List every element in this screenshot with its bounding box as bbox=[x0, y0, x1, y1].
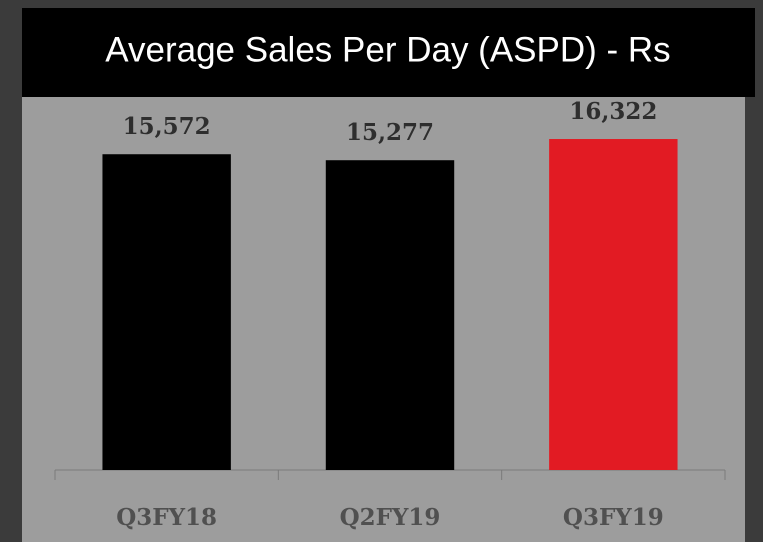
bar bbox=[102, 154, 231, 471]
x-tick-label: Q3FY19 bbox=[563, 504, 664, 531]
x-tick-label: Q3FY18 bbox=[116, 504, 217, 531]
value-label: 16,322 bbox=[569, 98, 657, 125]
bar bbox=[549, 139, 678, 470]
chart-title: Average Sales Per Day (ASPD) - Rs bbox=[105, 30, 670, 69]
bar bbox=[325, 160, 455, 471]
value-label: 15,277 bbox=[346, 119, 434, 146]
x-tick-label: Q2FY19 bbox=[340, 504, 441, 531]
value-label: 15,572 bbox=[123, 113, 211, 140]
title-box bbox=[22, 8, 755, 97]
